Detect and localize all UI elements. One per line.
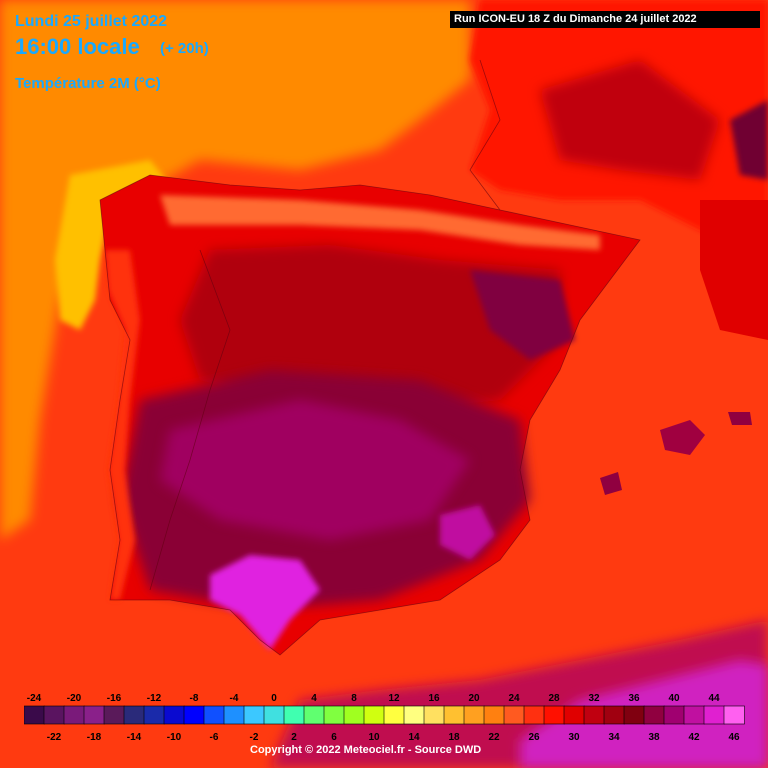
legend-swatch (103, 705, 125, 725)
legend-swatch (403, 705, 425, 725)
legend-swatch (243, 705, 265, 725)
legend-swatch (443, 705, 465, 725)
ebro-valley-zone (470, 270, 575, 360)
alps-purple-zone (730, 100, 768, 180)
legend-tick-label: 22 (488, 732, 500, 743)
atlantic-orange-zone (0, 0, 470, 540)
legend-tick-label: -14 (127, 732, 142, 743)
legend-tick-label: 30 (568, 732, 580, 743)
border-lines (99, 59, 641, 656)
legend-swatch (663, 705, 685, 725)
legend-swatch (723, 705, 745, 725)
legend-tick-label: -16 (107, 693, 122, 704)
france-hot-zone (540, 60, 720, 180)
legend-swatch (523, 705, 545, 725)
legend-swatch (283, 705, 305, 725)
legend-swatch (63, 705, 85, 725)
legend-swatch (483, 705, 505, 725)
variable-name: Température 2M (°C) (15, 75, 161, 92)
guadiana-purple-zone (160, 400, 470, 540)
legend-swatch (703, 705, 725, 725)
legend-tick-label: 28 (548, 693, 560, 704)
legend-swatch (603, 705, 625, 725)
legend-tick-label: 4 (311, 693, 317, 704)
murcia-magenta-zone (440, 505, 495, 560)
legend-swatch (563, 705, 585, 725)
legend-swatch (83, 705, 105, 725)
portugal-coast-band (105, 250, 140, 600)
legend-tick-label: -12 (147, 693, 162, 704)
andalusia-magenta-zone (210, 555, 320, 650)
legend-tick-label: -18 (87, 732, 102, 743)
legend-tick-label: 10 (368, 732, 380, 743)
legend-swatch (423, 705, 445, 725)
legend-swatch (323, 705, 345, 725)
legend-tick-label: 44 (708, 693, 720, 704)
legend-tick-label: 46 (728, 732, 740, 743)
forecast-date: Lundi 25 juillet 2022 (15, 13, 168, 30)
legend-swatch (383, 705, 405, 725)
legend-swatch (683, 705, 705, 725)
legend-swatch (203, 705, 225, 725)
legend-tick-label: 40 (668, 693, 680, 704)
legend-tick-label: 18 (448, 732, 460, 743)
legend-tick-label: -10 (167, 732, 182, 743)
legend-tick-label: 38 (648, 732, 660, 743)
balearic-ibiza (600, 472, 622, 495)
legend-tick-label: 12 (388, 693, 400, 704)
legend-swatch (303, 705, 325, 725)
legend-tick-label: 6 (331, 732, 337, 743)
legend-swatch (503, 705, 525, 725)
legend-swatch (543, 705, 565, 725)
legend-tick-label: 8 (351, 693, 357, 704)
legend-swatch (643, 705, 665, 725)
legend-tick-label: -24 (27, 693, 42, 704)
legend-tick-label: -20 (67, 693, 82, 704)
legend-swatch (583, 705, 605, 725)
cantabrian-band (160, 195, 600, 250)
forecast-local-time: 16:00 locale (15, 34, 140, 59)
legend-tick-label: 0 (271, 693, 277, 704)
legend-swatch (263, 705, 285, 725)
sardinia-edge (700, 200, 768, 340)
legend-tick-label: 16 (428, 693, 440, 704)
legend-swatch (183, 705, 205, 725)
balearic-mallorca (660, 420, 705, 455)
legend-swatch (463, 705, 485, 725)
balearic-menorca (728, 412, 752, 425)
legend-tick-label: -4 (230, 693, 239, 704)
legend-tick-label: -22 (47, 732, 62, 743)
atlantic-yellow-zone (55, 160, 170, 330)
legend-swatch (43, 705, 65, 725)
color-scale-legend: -24-22-20-18-16-14-12-10-8-6-4-202468101… (24, 693, 745, 743)
legend-tick-label: 42 (688, 732, 700, 743)
model-run-label: Run ICON-EU 18 Z du Dimanche 24 juillet … (450, 11, 760, 28)
legend-tick-label: 20 (468, 693, 480, 704)
legend-swatch (24, 705, 45, 725)
legend-swatch (343, 705, 365, 725)
legend-tick-label: 26 (528, 732, 540, 743)
legend-swatch (363, 705, 385, 725)
legend-swatch (163, 705, 185, 725)
forecast-hour-offset: (+ 20h) (160, 40, 209, 57)
legend-tick-label: 36 (628, 693, 640, 704)
legend-swatch (143, 705, 165, 725)
interior-dark-red (180, 245, 560, 410)
legend-tick-label: 14 (408, 732, 420, 743)
legend-swatch (123, 705, 145, 725)
legend-tick-label: 2 (291, 732, 297, 743)
legend-tick-label: 24 (508, 693, 520, 704)
legend-tick-label: -8 (190, 693, 199, 704)
legend-tick-label: 32 (588, 693, 600, 704)
legend-tick-label: 34 (608, 732, 620, 743)
legend-swatch (223, 705, 245, 725)
legend-tick-label: -6 (210, 732, 219, 743)
legend-swatch (623, 705, 645, 725)
legend-tick-label: -2 (250, 732, 259, 743)
copyright-notice: Copyright © 2022 Meteociel.fr - Source D… (250, 744, 482, 756)
